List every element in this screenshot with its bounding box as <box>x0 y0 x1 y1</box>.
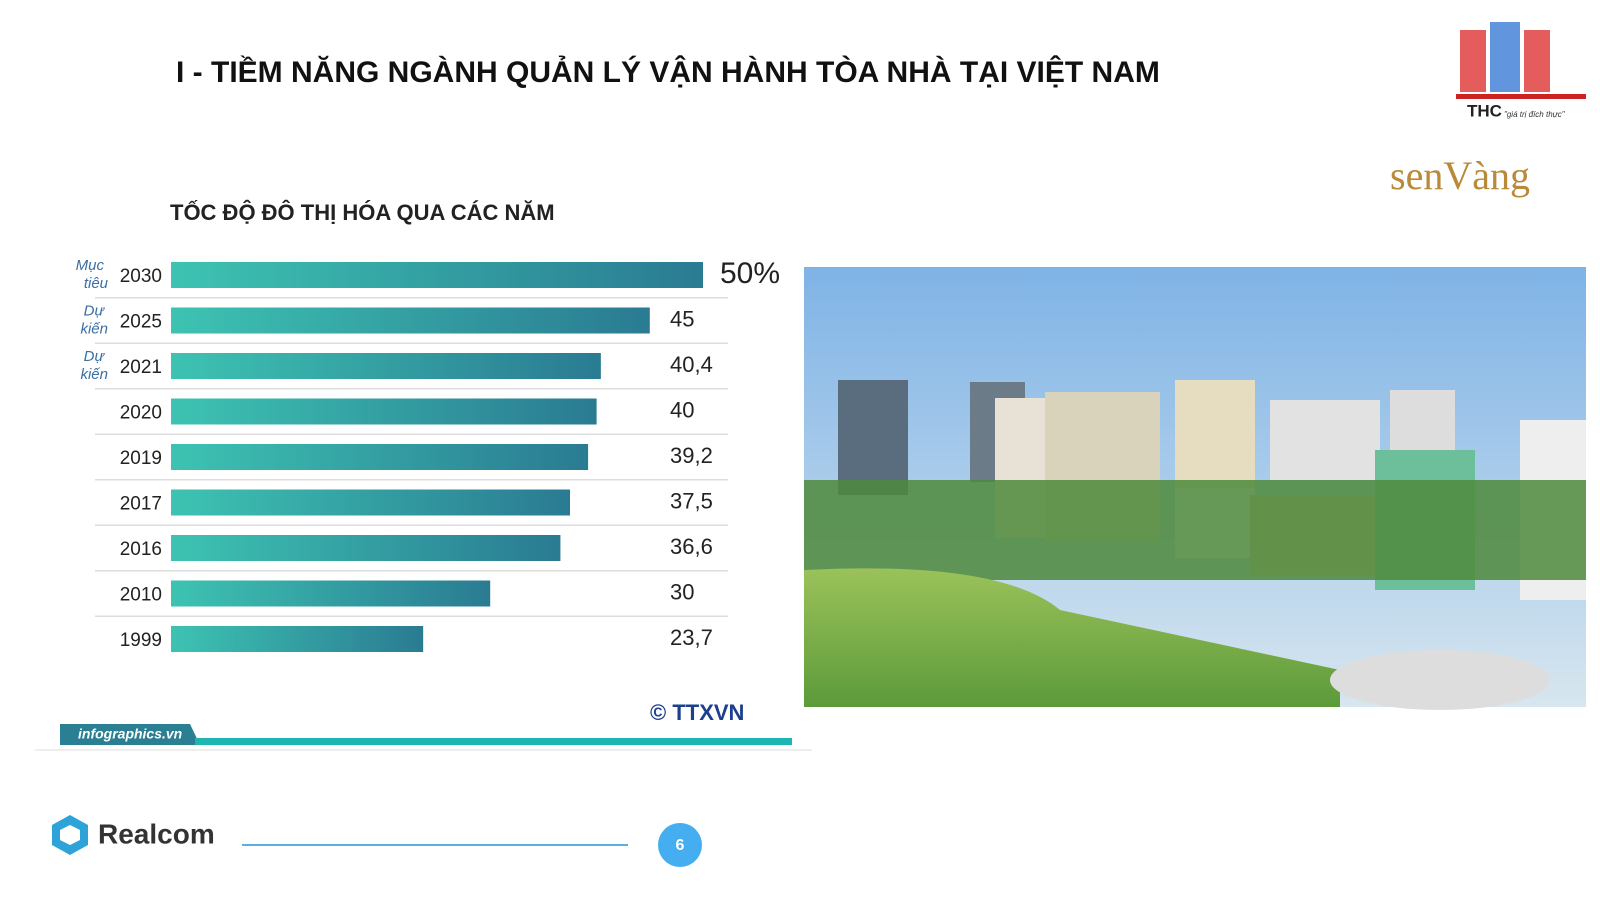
value-label: 39,2 <box>670 443 713 468</box>
category-label: 2019 <box>120 448 162 469</box>
bar <box>171 307 650 334</box>
category-note: Dự kiến <box>80 348 108 383</box>
category-label: 2030 <box>120 266 162 287</box>
category-label: 2020 <box>120 403 162 424</box>
category-label: 2017 <box>120 494 162 515</box>
bar <box>171 262 703 288</box>
source-bar <box>195 738 792 745</box>
category-label: 2010 <box>120 585 162 606</box>
page-badge <box>658 823 702 867</box>
source-tab <box>60 724 200 745</box>
category-note: Mục tiêu <box>76 257 109 292</box>
value-label: 37,5 <box>670 488 713 513</box>
city-photo <box>804 267 1586 710</box>
bar <box>171 535 561 561</box>
category-label: 2025 <box>120 312 162 333</box>
realcom-logo <box>52 815 88 855</box>
senvang-logo: senVàng <box>1390 153 1530 198</box>
bar <box>171 626 424 652</box>
category-note: Dự kiến <box>80 302 108 337</box>
value-label: 30 <box>670 579 694 604</box>
bar <box>171 444 589 470</box>
page-number: 6 <box>676 837 685 854</box>
slide-title: I - TIỀM NĂNG NGÀNH QUẢN LÝ VẬN HÀNH TÒA… <box>176 55 1160 89</box>
category-label: 1999 <box>120 630 162 651</box>
bar <box>171 489 570 516</box>
bar-chart: 2030 Mục tiêu 50% 2025 Dự kiến 45 2021 Dự kiến 40,4… <box>76 257 780 652</box>
value-label: 50% <box>720 257 780 290</box>
credit: © TTXVN <box>650 700 744 725</box>
source: infographics.vn <box>78 726 182 742</box>
value-label: 23,7 <box>670 625 713 650</box>
value-label: 40,4 <box>670 352 713 377</box>
category-label: 2021 <box>120 357 162 378</box>
value-label: 36,6 <box>670 534 713 559</box>
realcom-text: Realcom <box>98 818 215 849</box>
bar <box>171 398 597 425</box>
value-label: 45 <box>670 306 694 331</box>
bar <box>171 353 601 379</box>
thc-logo: THC "giá trị đích thực" <box>1456 22 1586 120</box>
value-label: 40 <box>670 397 694 422</box>
category-label: 2016 <box>120 539 162 560</box>
bar <box>171 580 491 607</box>
thc-text: THC <box>1467 101 1502 120</box>
chart-title: TỐC ĐỘ ĐÔ THỊ HÓA QUA CÁC NĂM <box>170 199 555 225</box>
thc-slogan: "giá trị đích thực" <box>1504 110 1566 119</box>
